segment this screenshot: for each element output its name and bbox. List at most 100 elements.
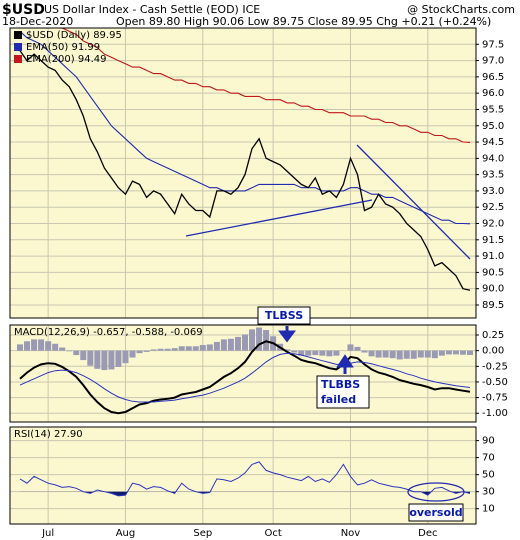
histogram-bar	[368, 350, 375, 357]
histogram-bar	[382, 350, 389, 358]
histogram-bar	[52, 343, 59, 351]
histogram-bar	[108, 350, 115, 370]
series-line	[19, 461, 471, 497]
x-tick-label: Jul	[41, 528, 54, 539]
histogram-bar	[185, 346, 192, 351]
histogram-bar	[24, 341, 31, 351]
x-tick-label: Nov	[341, 528, 361, 539]
histogram-bar	[305, 350, 312, 356]
y-tick-label: 96.5	[482, 72, 504, 83]
histogram-bar	[143, 350, 150, 352]
series-line	[60, 28, 471, 143]
y-tick-label: -0.25	[482, 361, 508, 372]
histogram-bar	[150, 349, 157, 351]
histogram-bar	[80, 350, 87, 361]
histogram-bar	[227, 338, 234, 351]
histogram-bar	[375, 350, 382, 358]
histogram-bar	[38, 339, 45, 351]
panel-border	[9, 324, 477, 423]
histogram-bar	[199, 345, 206, 351]
histogram-bar	[164, 348, 171, 351]
plot-area	[10, 28, 476, 318]
legend-entry: EMA(50) 91.99	[26, 42, 100, 53]
y-tick-label: 92.5	[482, 202, 504, 213]
legend-swatch	[14, 55, 22, 63]
histogram-bar	[157, 348, 164, 351]
quote: Open 89.80 High 90.06 Low 89.75 Close 89…	[116, 15, 491, 28]
histogram-bar	[87, 350, 94, 366]
plot-area	[10, 325, 476, 422]
histogram-bar	[467, 350, 473, 355]
date: 18-Dec-2020	[2, 15, 73, 28]
histogram-bar	[389, 350, 396, 359]
histogram-bar	[438, 350, 445, 356]
histogram-bar	[213, 341, 220, 351]
histogram-bar	[396, 350, 403, 360]
legend-swatch	[14, 43, 22, 51]
trendline	[356, 144, 471, 260]
histogram-bar	[31, 339, 38, 351]
histogram-bar	[284, 349, 291, 351]
panel-border	[9, 426, 477, 525]
trendline	[185, 199, 373, 237]
y-tick-label: 95.0	[482, 121, 504, 132]
series-line	[19, 340, 471, 415]
panel: 90 70 50 30 10 RSI(14) 27.90	[9, 426, 495, 525]
annotation: failed	[321, 393, 356, 406]
histogram-bar	[354, 346, 361, 351]
y-tick-label: 94.5	[482, 137, 504, 148]
histogram-bar	[333, 350, 340, 356]
annotation: TLBSS	[265, 309, 303, 322]
panels: 89.5 90.0 90.5 91.0 91.5 92.0 92.5 93.0 93.5 94.0…	[9, 27, 508, 525]
y-tick-label: 95.5	[482, 104, 504, 115]
histogram-bar	[256, 327, 263, 351]
histogram-bar	[206, 344, 213, 351]
histogram-bar	[73, 350, 80, 356]
histogram-bar	[17, 344, 23, 351]
histogram-bar	[410, 350, 417, 359]
y-tick-label: 91.5	[482, 235, 504, 246]
histogram-bar	[136, 350, 143, 354]
histogram-bar	[234, 336, 241, 351]
series-line	[19, 352, 471, 403]
x-tick-label: Dec	[418, 528, 437, 539]
annotation: oversold	[409, 506, 462, 519]
histogram-bar	[326, 350, 333, 357]
y-tick-label: 94.0	[482, 153, 504, 164]
y-tick-label: 90.5	[482, 267, 504, 278]
histogram-bar	[249, 329, 256, 351]
y-tick-label: 97.5	[482, 39, 504, 50]
y-tick-label: 96.0	[482, 88, 504, 99]
annotation-box	[316, 375, 370, 409]
source: @ StockCharts.com	[407, 3, 515, 16]
series-line	[19, 50, 471, 291]
histogram-bar	[298, 350, 305, 356]
annotation-box	[408, 503, 464, 522]
panel: 89.5 90.0 90.5 91.0 91.5 92.0 92.5 93.0 93.5 94.0…	[9, 27, 504, 319]
histogram-bar	[45, 341, 52, 351]
x-tick-label: Aug	[116, 528, 136, 539]
histogram-bar	[459, 350, 466, 355]
annotation: TLBBS	[321, 378, 360, 391]
y-tick-label: 92.0	[482, 219, 504, 230]
arrow	[278, 326, 296, 343]
histogram-bar	[291, 350, 298, 353]
histogram-bar	[431, 350, 438, 359]
y-tick-label: 89.5	[482, 300, 504, 311]
panel-border	[9, 27, 477, 319]
panel-background	[10, 28, 476, 318]
annotations: TLBSS TLBBS failed oversold	[185, 144, 471, 522]
legend-swatch	[14, 31, 22, 39]
legend-entry: EMA(200) 94.49	[26, 54, 106, 65]
y-tick-label: 70	[482, 453, 495, 464]
highlight-ellipse	[407, 482, 465, 502]
plot-area	[10, 427, 476, 524]
histogram-bar	[445, 350, 452, 355]
x-tick-label: Sep	[193, 528, 212, 539]
y-tick-label: 0.00	[482, 346, 504, 357]
x-tick-label: Oct	[264, 528, 281, 539]
panel-title: MACD(12,26,9) -0.657, -0.588, -0.069	[14, 327, 203, 338]
histogram-bar	[129, 350, 136, 358]
histogram-bar	[171, 348, 178, 351]
